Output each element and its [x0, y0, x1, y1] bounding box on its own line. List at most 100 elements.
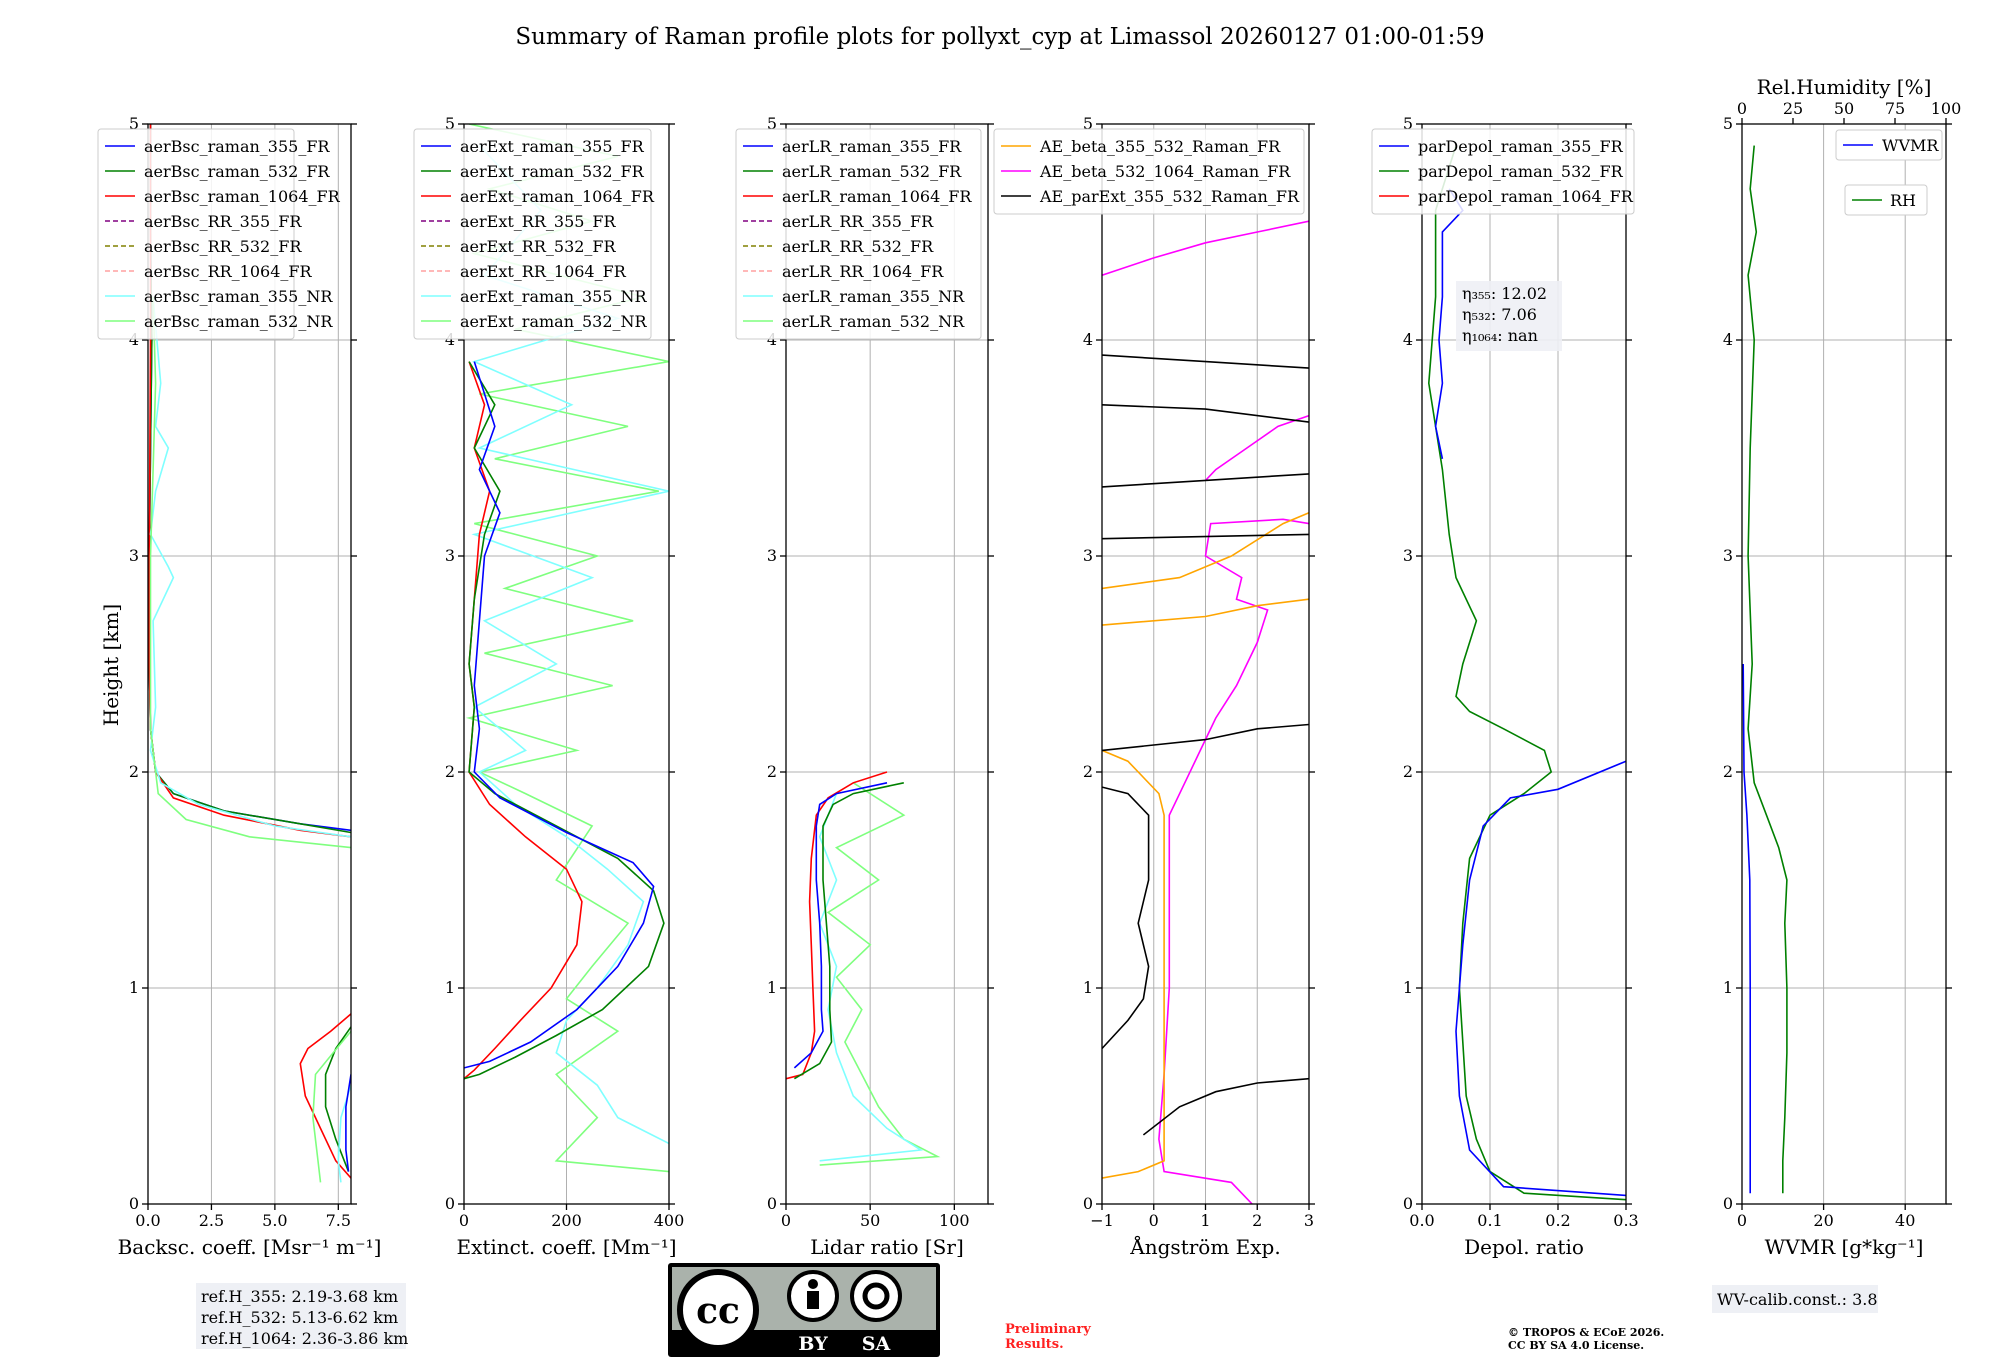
series-line-AE_parExt_355_532_Raman_FR_6	[1102, 404, 1309, 423]
series-line-AE_beta_532_1064_Raman_FR_top	[1102, 220, 1309, 276]
y-tick-label: 0	[1083, 1194, 1093, 1213]
y-tick-label: 5	[1723, 114, 1733, 133]
x-tick-label: 0	[459, 1211, 469, 1230]
series-line-aerBsc_raman_355_FR_low	[345, 1074, 351, 1172]
y-tick-label: 1	[1723, 978, 1733, 997]
legend-box-rh	[1844, 184, 1928, 216]
legend-box	[413, 128, 652, 340]
series-line-aerLR_raman_1064_FR	[786, 771, 888, 1080]
y-tick-label: 4	[1403, 330, 1413, 349]
series-line-aerExt_raman_1064_FR	[464, 361, 583, 1080]
x-tick-label: 0.2	[1545, 1211, 1570, 1230]
legend-entry-label: aerExt_raman_355_FR	[460, 137, 645, 156]
y-tick-label: 5	[767, 114, 777, 133]
legend-entry-label: aerLR_raman_355_NR	[782, 287, 965, 306]
legend-entry-label: aerExt_RR_355_FR	[460, 212, 617, 231]
x-tick-label: 2	[1252, 1211, 1262, 1230]
panel-extinction: 0123450200400Extinct. coeff. [Mm⁻¹]aerEx…	[413, 114, 684, 1259]
series-line-AE_parExt_355_532_Raman_FR_2	[1142, 1077, 1309, 1136]
legend-entry-label: parDepol_raman_355_FR	[1418, 137, 1624, 156]
sa-label: SA	[862, 1333, 891, 1355]
y-tick-label: 0	[129, 1194, 139, 1213]
x-axis-label: Lidar ratio [Sr]	[810, 1235, 964, 1259]
series-line-AE_beta_355_532_Raman_FR	[1102, 749, 1165, 1179]
depol-annotation-line: η₃₅₅: 12.02	[1462, 284, 1547, 303]
y-tick-label: 2	[767, 762, 777, 781]
series-group	[1102, 220, 1309, 1204]
series-group	[1742, 145, 1788, 1194]
y-tick-label: 2	[445, 762, 455, 781]
cc-logo-icon	[677, 1269, 759, 1351]
series-group	[786, 771, 941, 1166]
series-line-aerLR_raman_532_NR	[819, 782, 941, 1166]
y-tick-label: 3	[1403, 546, 1413, 565]
depol-annotation-line: η₅₃₂: 7.06	[1462, 305, 1537, 324]
copyright-line-2: CC BY SA 4.0 License.	[1508, 1339, 1644, 1352]
x-tick-label: −1	[1090, 1211, 1114, 1230]
legend-entry-label: RH	[1890, 191, 1916, 210]
legend-box	[1371, 128, 1635, 215]
ref-height-532: ref.H_532: 5.13-6.62 km	[201, 1308, 398, 1327]
legend-entry-label: aerExt_RR_1064_FR	[460, 262, 627, 281]
legend-box	[97, 128, 295, 340]
plot-frame	[147, 123, 352, 1205]
panel-depolarization: 0 1 2 3 4 5 0.0 0.1 0.2 0.3 Depol. ratio parDepol_r…	[1371, 114, 1639, 1259]
series-line-RH	[1747, 145, 1788, 1194]
legend-entry-label: AE_parExt_355_532_Raman_FR	[1039, 187, 1300, 206]
y-tick-label: 2	[1403, 762, 1413, 781]
x-tick-label: 7.5	[326, 1211, 351, 1230]
x-tick-label: 5.0	[262, 1211, 287, 1230]
series-line-AE_parExt_355_532_Raman_FR	[1102, 786, 1150, 1050]
y-tick-label: 0	[445, 1194, 455, 1213]
plot-frame	[1741, 123, 1947, 1205]
legend-box	[735, 128, 982, 340]
y-tick-label: 2	[129, 762, 139, 781]
preliminary-line-1: Preliminary	[1005, 1322, 1091, 1337]
legend-entry-label: AE_beta_532_1064_Raman_FR	[1039, 162, 1291, 181]
legend-entry-label: aerBsc_RR_355_FR	[144, 212, 302, 231]
legend-entry-label: parDepol_raman_1064_FR	[1418, 187, 1634, 206]
x-axis-label: Ångström Exp.	[1129, 1234, 1280, 1259]
series-line-AE_parExt_355_532_Raman_FR_3	[1102, 723, 1309, 752]
legend-entry-label: WVMR	[1882, 136, 1939, 155]
y-tick-label: 0	[1403, 1194, 1413, 1213]
x-tick-label: 0	[1737, 1211, 1747, 1230]
legend-box-wvmr	[1835, 129, 1943, 161]
x-tick-label: 0.0	[1409, 1211, 1434, 1230]
legend-entry-label: aerLR_RR_532_FR	[782, 237, 934, 256]
x-tick-label: 3	[1304, 1211, 1314, 1230]
legend-entry-label: aerExt_raman_1064_FR	[460, 187, 655, 206]
y-tick-label: 1	[1083, 978, 1093, 997]
series-line-aerExt_raman_532_FR	[464, 361, 665, 1080]
legend-entry-label: aerLR_raman_532_NR	[782, 312, 965, 331]
figure-title: Summary of Raman profile plots for polly…	[515, 24, 1484, 50]
legend-entry-label: aerBsc_raman_1064_FR	[144, 187, 341, 206]
series-line-aerBsc_raman_532_NR_low	[312, 1030, 351, 1183]
legend-entry-label: aerLR_RR_355_FR	[782, 212, 934, 231]
series-line-AE_parExt_355_532_Raman_FR_4	[1102, 533, 1309, 540]
series-line-aerBsc_raman_1064_FR_low	[299, 1013, 351, 1179]
sa-share-icon	[850, 1270, 902, 1322]
series-line-AE_parExt_355_532_Raman_FR_7	[1102, 354, 1309, 369]
x-tick-label: 0	[1149, 1211, 1159, 1230]
depol-annotation-box	[1456, 281, 1562, 351]
y-tick-label: 3	[1723, 546, 1733, 565]
cc-by-sa-badge: cc BY SA	[668, 1263, 940, 1357]
y-tick-label: 5	[1403, 114, 1413, 133]
x-tick-label: 200	[551, 1211, 582, 1230]
x-tick-label: 40	[1895, 1211, 1915, 1230]
x-tick-label: 20	[1813, 1211, 1833, 1230]
copyright-line-1: © TROPOS & ECoE 2026.	[1508, 1326, 1664, 1339]
y-tick-label: 3	[129, 546, 139, 565]
legend-entry-label: aerLR_RR_1064_FR	[782, 262, 944, 281]
legend-entry-label: parDepol_raman_532_FR	[1418, 162, 1624, 181]
series-line-WVMR	[1742, 663, 1751, 1194]
x-axis-label: WVMR [g*kg⁻¹]	[1765, 1235, 1924, 1259]
y-tick-label: 5	[445, 114, 455, 133]
x-tick-label: 50	[860, 1211, 880, 1230]
depol-annotation-line: η₁₀₆₄: nan	[1462, 326, 1538, 345]
